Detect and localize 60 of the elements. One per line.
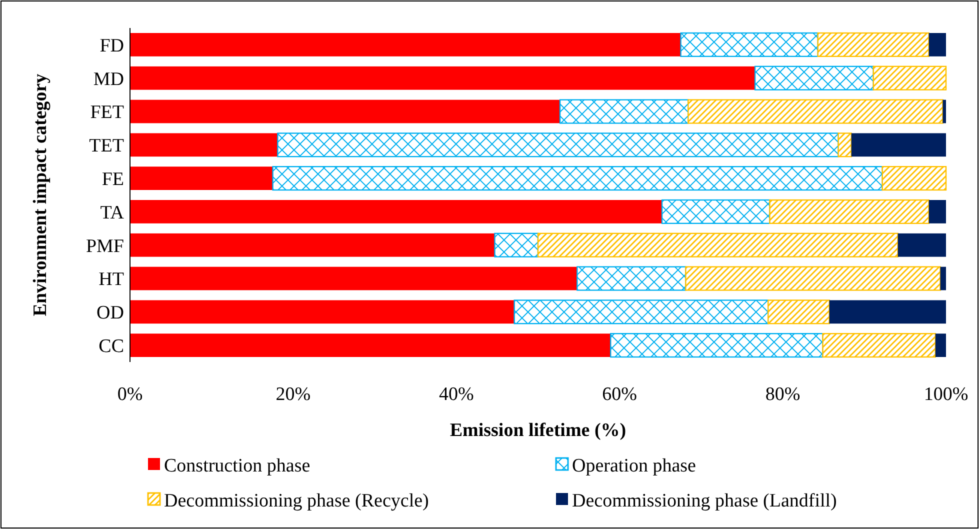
y-tick-label: PMF: [86, 236, 124, 257]
y-axis-title: Environment impact category: [30, 73, 51, 316]
bar: [130, 334, 611, 357]
y-tick-label: CC: [98, 336, 124, 357]
bar: [130, 100, 560, 124]
bar: [685, 266, 941, 291]
bar: [768, 300, 830, 324]
bar: [754, 66, 874, 90]
bar: [537, 232, 898, 258]
bar: [576, 266, 686, 291]
bar: [935, 334, 946, 357]
bar: [829, 300, 946, 324]
bar: [610, 333, 824, 358]
y-tick-label: MD: [93, 68, 124, 90]
y-tick-label: FET: [90, 102, 124, 124]
bar: [872, 66, 947, 90]
bar: [130, 166, 273, 190]
y-tick-label: OD: [96, 302, 124, 324]
bar: [272, 166, 883, 191]
bar: [688, 99, 944, 124]
bar: [817, 32, 930, 57]
bar: [130, 300, 514, 324]
bar: [940, 266, 946, 290]
bar: [928, 200, 946, 224]
x-tick-label: 60%: [602, 384, 638, 405]
bar: [130, 33, 681, 56]
legend-label: Construction phase: [164, 456, 310, 477]
bar: [277, 132, 839, 158]
bar: [130, 200, 662, 224]
bar: [130, 66, 756, 90]
bar: [898, 233, 946, 257]
y-tick-label: TET: [89, 136, 124, 157]
x-tick-label: 80%: [765, 384, 800, 405]
legend-label: Decommissioning phase (Landfill): [572, 490, 837, 512]
bar: [769, 199, 930, 224]
bar: [661, 199, 770, 224]
bar: [680, 32, 818, 57]
x-tick-label: 20%: [276, 384, 311, 405]
bar: [494, 232, 539, 258]
bar: [514, 300, 769, 324]
bar: [559, 99, 689, 124]
bar: [882, 166, 947, 191]
y-tick-label: FD: [100, 35, 124, 56]
x-tick-label: 40%: [438, 384, 474, 405]
x-tick-label: 100%: [924, 384, 968, 405]
bar: [822, 333, 936, 358]
y-tick-label: FE: [102, 168, 124, 190]
bar: [928, 33, 946, 56]
y-tick-label: TA: [100, 202, 124, 224]
y-tick-label: HT: [98, 269, 124, 290]
x-tick-label: 0%: [117, 384, 143, 405]
bar: [130, 133, 278, 157]
bar: [130, 266, 578, 290]
legend-label: Operation phase: [572, 456, 696, 477]
bar: [851, 133, 946, 157]
legend-label: Decommissioning phase (Recycle): [164, 490, 429, 512]
bar: [130, 233, 495, 257]
bar: [942, 100, 946, 124]
bar: [838, 132, 852, 158]
x-axis-title: Emission lifetime (%): [450, 420, 626, 441]
